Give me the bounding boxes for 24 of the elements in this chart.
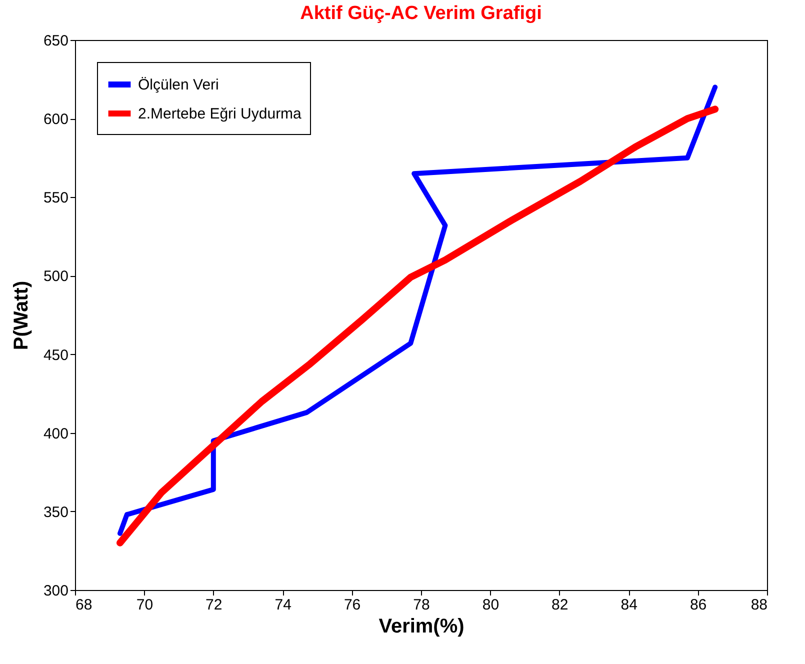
legend-label: 2.Mertebe Eğri Uydurma [138,106,302,122]
y-tick-label: 650 [43,32,68,50]
x-tick-label: 84 [620,596,638,614]
x-tick-label: 88 [750,596,768,614]
x-tick-label: 74 [274,596,292,614]
legend-label: Ölçülen Veri [138,76,219,94]
y-tick-label: 350 [43,504,68,521]
x-tick-label: 68 [76,596,92,614]
x-axis-title: Verim(%) [378,616,464,638]
y-tick-label: 550 [43,190,68,207]
x-tick-label: 82 [552,596,568,614]
y-tick-label: 500 [43,268,68,286]
y-axis-title: P(Watt) [10,280,32,350]
x-tick-label: 72 [206,596,222,614]
chart-title: Aktif Güç-AC Verim Grafigi [300,3,542,24]
x-tick-label: 76 [344,596,361,614]
y-tick-label: 450 [43,346,68,364]
x-tick-label: 70 [136,596,154,614]
x-tick-label: 80 [482,596,500,614]
x-tick-label: 86 [690,596,707,614]
x-tick-label: 78 [413,596,430,614]
y-tick-label: 600 [43,111,68,128]
y-tick-label: 300 [43,582,68,600]
y-tick-label: 400 [43,425,68,442]
